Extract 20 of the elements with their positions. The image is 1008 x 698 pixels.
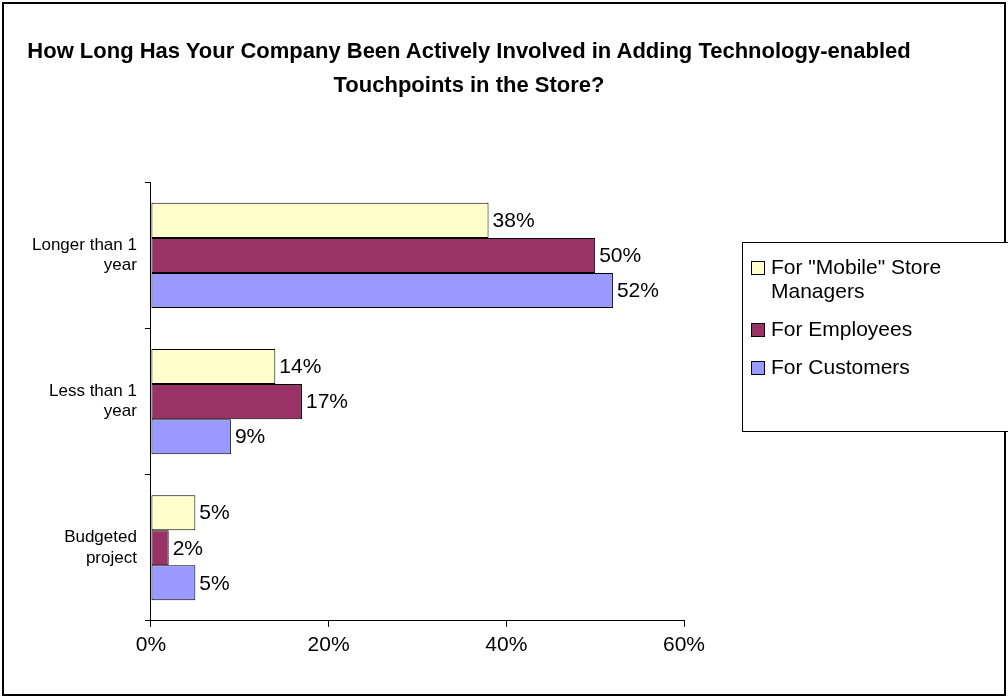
x-tick-label: 0% [135, 632, 167, 656]
chart-title: How Long Has Your Company Been Actively Involved in Adding Technology-enabled Touchpoints in the Store? [26, 37, 912, 99]
data-label: 50% [599, 243, 642, 267]
y-tick-label: Budgeted project [64, 527, 138, 567]
data-label: 14% [279, 354, 322, 378]
legend-label: For Employees [771, 317, 913, 341]
data-label: 2% [172, 535, 204, 559]
x-tick-label: 40% [485, 632, 528, 656]
data-label: 52% [616, 278, 659, 302]
data-label: 5% [199, 500, 230, 524]
legend-label: For "Mobile" Store Managers [771, 255, 943, 303]
x-tick-label: 60% [662, 632, 706, 656]
data-label: 38% [492, 208, 535, 232]
data-label: 5% [199, 570, 230, 594]
y-tick-label: Less than 1 year [49, 381, 138, 421]
data-label: 17% [305, 389, 348, 413]
y-tick-label: Longer than 1 year [32, 234, 138, 275]
data-label: 9% [234, 424, 266, 448]
x-tick-label: 20% [307, 632, 350, 656]
legend-label: For Customers [771, 355, 910, 379]
